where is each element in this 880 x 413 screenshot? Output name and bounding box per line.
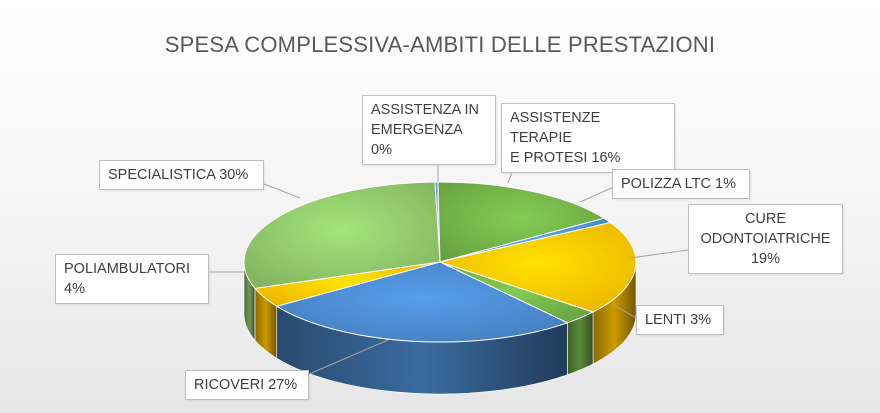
label-terapie-line2: E PROTESI 16% [510, 150, 621, 166]
leader-line-5 [299, 339, 389, 379]
label-specialistica: SPECIALISTICA 30% [99, 160, 264, 190]
pie-slice-7 [243, 181, 441, 289]
label-terapie: ASSISTENZE TERAPIE E PROTESI 16% [501, 103, 675, 173]
pie-slice-1 [437, 181, 606, 263]
label-emergenza-line2: EMERGENZA 0% [371, 122, 463, 158]
leader-line-7 [263, 183, 301, 199]
label-odontoiatriche: CURE ODONTOIATRICHE 19% [688, 204, 843, 274]
leader-line-2 [579, 185, 617, 203]
label-lenti: LENTI 3% [636, 305, 724, 335]
label-polizza-ltc: POLIZZA LTC 1% [612, 169, 750, 199]
label-poliambulatori: POLIAMBULATORI 4% [55, 254, 209, 304]
label-poliamb-line2: 4% [64, 281, 85, 297]
label-odonto-line1: CURE [744, 211, 787, 227]
label-ricoveri: RICOVERI 27% [185, 370, 309, 400]
label-poliamb-line1: POLIAMBULATORI [64, 261, 190, 277]
label-lenti-line1: LENTI 3% [645, 312, 712, 328]
chart-title: SPESA COMPLESSIVA-AMBITI DELLE PRESTAZIO… [164, 32, 716, 57]
label-emergenza: ASSISTENZA IN EMERGENZA 0% [362, 95, 496, 165]
label-terapie-line1: ASSISTENZE TERAPIE [510, 110, 601, 146]
label-ricoveri-line1: RICOVERI 27% [194, 377, 298, 393]
label-odonto-line2: ODONTOIATRICHE [700, 231, 831, 247]
label-specialistica-line1: SPECIALISTICA 30% [108, 167, 249, 183]
label-emergenza-line1: ASSISTENZA IN [371, 102, 479, 118]
pie-slice-5 [275, 261, 569, 343]
label-polizza-ltc-line1: POLIZZA LTC 1% [621, 176, 736, 192]
leader-line-3 [629, 249, 689, 259]
leader-line-4 [613, 304, 637, 319]
pie-slice-3 [438, 222, 637, 313]
label-odonto-line3: 19% [750, 251, 781, 267]
